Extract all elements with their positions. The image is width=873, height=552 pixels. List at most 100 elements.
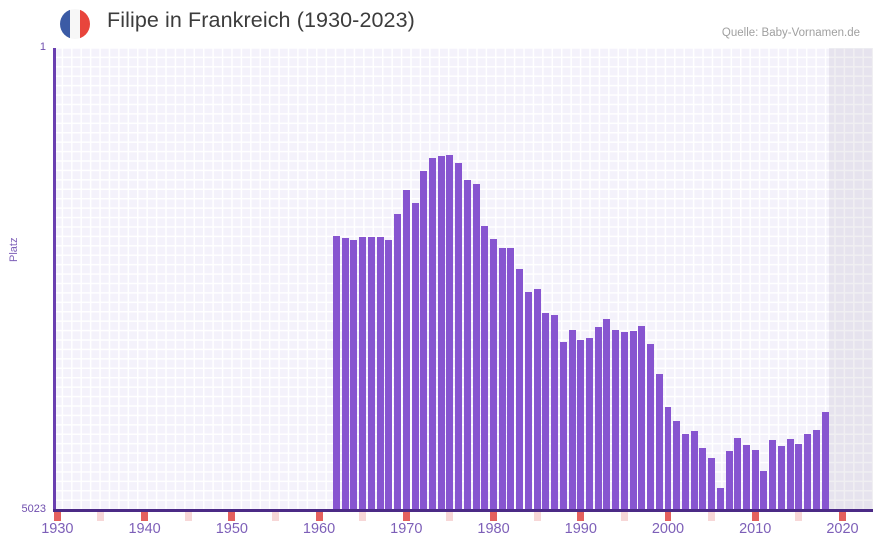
bar [708, 458, 716, 510]
flag-stripe-white [70, 9, 80, 39]
bar [516, 268, 524, 510]
bar [350, 240, 358, 510]
page-title: Filipe in Frankreich (1930-2023) [107, 8, 415, 32]
no-data-shade [829, 48, 873, 510]
bar [647, 344, 655, 510]
x-tick-major [664, 511, 672, 521]
bar [716, 487, 724, 510]
bar [655, 373, 663, 510]
x-tick-major [53, 511, 61, 521]
bar [821, 412, 829, 510]
bar [385, 239, 393, 510]
bar [402, 189, 410, 510]
bar [481, 226, 489, 510]
bar [699, 448, 707, 510]
bar [760, 471, 768, 510]
x-axis-tick-label: 1980 [477, 521, 510, 537]
bar [664, 406, 672, 510]
x-axis-labels: 1930 1940 1950 1960 1970 1980 1990 2000 2010 2020 [0, 521, 873, 545]
x-axis-tick-label: 1970 [390, 521, 423, 537]
x-axis-tick-label: 1930 [41, 521, 74, 537]
bar [341, 238, 349, 510]
x-tick-minor [533, 511, 541, 521]
bar [594, 326, 602, 510]
bar [498, 248, 506, 510]
x-tick-major [577, 511, 585, 521]
x-tick-minor [271, 511, 279, 521]
x-tick-major [751, 511, 759, 521]
bar [734, 437, 742, 510]
france-flag-icon [60, 9, 90, 39]
bar [586, 337, 593, 510]
x-axis-tick-label: 1940 [128, 521, 161, 537]
bar [769, 439, 777, 510]
x-tick-minor [359, 511, 367, 521]
x-axis-tick-label: 1990 [564, 521, 597, 537]
x-tick-major [402, 511, 410, 521]
bar [507, 247, 515, 510]
bar-series [53, 48, 873, 510]
x-tick-major [838, 511, 846, 521]
bar [411, 203, 419, 510]
flag-stripe-red [79, 9, 90, 39]
y-axis-line [53, 48, 56, 510]
x-tick-minor [97, 511, 105, 521]
bar [577, 340, 585, 510]
bar [376, 236, 384, 510]
y-axis-top-label: 1 [39, 41, 46, 53]
bar [804, 434, 812, 510]
bar [533, 288, 541, 510]
flag-stripe-blue [60, 9, 70, 39]
source-label: Quelle: Baby-Vornamen.de [721, 27, 860, 39]
x-tick-major [141, 511, 149, 521]
bar [673, 421, 681, 510]
x-axis-tick-label: 2000 [651, 521, 685, 537]
x-tick-major [490, 511, 497, 521]
bar [620, 332, 628, 510]
bar [795, 443, 803, 510]
bar [446, 154, 454, 510]
x-axis-ticks [53, 511, 873, 521]
bar [394, 213, 402, 510]
y-axis-bottom-label: 5023 [21, 503, 46, 515]
bar [559, 342, 567, 510]
x-tick-minor [446, 511, 454, 521]
bar [743, 445, 750, 510]
x-axis-tick-label: 2010 [739, 521, 772, 537]
bar [612, 330, 620, 510]
bar [455, 162, 463, 510]
x-axis-line [53, 509, 873, 512]
plot-grid [53, 48, 873, 510]
bar [490, 239, 497, 510]
bar [603, 319, 611, 510]
bar [751, 449, 759, 510]
x-tick-minor [184, 511, 192, 521]
bar [812, 429, 820, 510]
x-axis-tick-label: 2020 [826, 521, 859, 537]
bar [359, 236, 367, 510]
bar [629, 331, 637, 510]
bar [524, 291, 532, 510]
bar [725, 450, 733, 510]
bar [333, 235, 340, 510]
bar [420, 171, 428, 510]
x-tick-major [228, 511, 236, 521]
bar [777, 446, 785, 510]
x-tick-minor [708, 511, 716, 521]
bar [463, 180, 471, 510]
bar [568, 330, 576, 510]
x-tick-minor [620, 511, 628, 521]
bar [428, 158, 436, 510]
bar [367, 237, 375, 510]
x-tick-major [315, 511, 323, 521]
x-tick-minor [795, 511, 803, 521]
bar [638, 325, 646, 510]
bar [551, 314, 559, 510]
bar [786, 438, 794, 510]
y-axis-title: Platz [8, 237, 20, 262]
chart-header: Filipe in Frankreich (1930-2023) Quelle:… [0, 0, 873, 46]
x-axis-tick-label: 1950 [215, 521, 248, 537]
bar [472, 184, 480, 510]
plot-area [53, 48, 873, 510]
